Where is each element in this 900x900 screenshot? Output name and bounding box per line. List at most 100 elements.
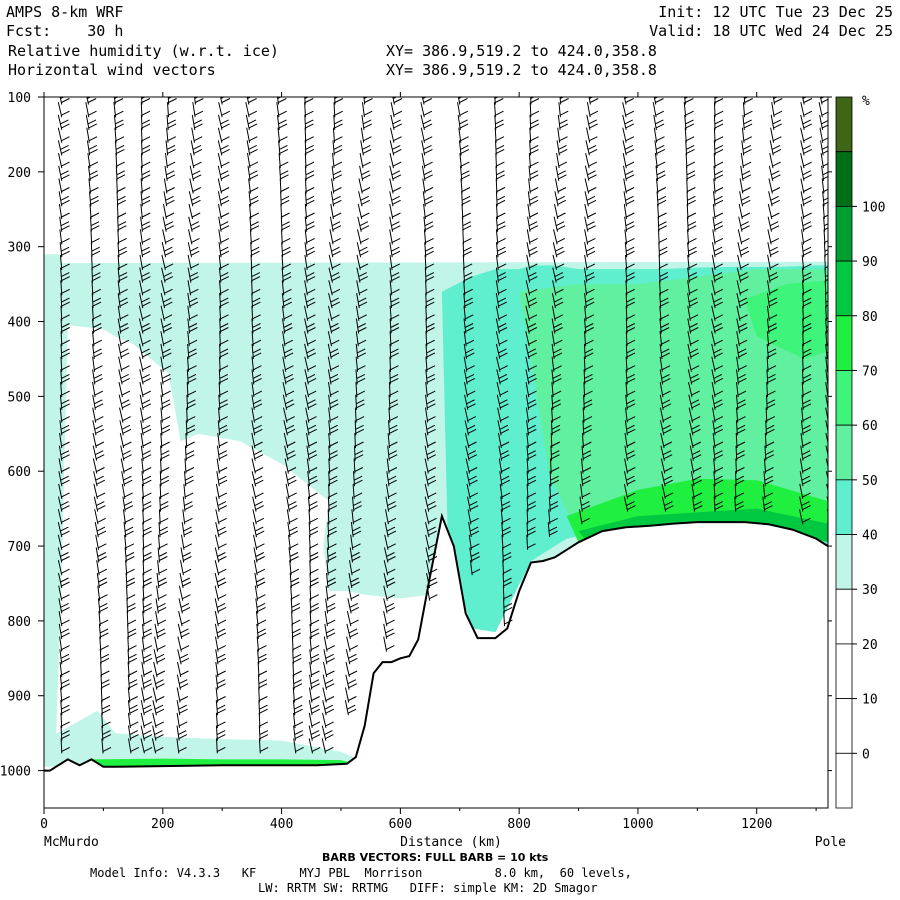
barb-shafts-19 [622,97,636,512]
barb-column-0 [57,97,70,754]
colorbar-bin-9 [835,588,853,645]
field-rh-label: Relative humidity (w.r.t. ice) [8,42,279,60]
barb-shafts-4 [151,97,177,754]
x-tick-label-1200: 1200 [741,817,772,832]
colorbar-bin-0 [835,96,853,153]
barb-column-16 [525,97,540,550]
barb-shafts-0 [57,97,70,754]
barb-shafts-11 [344,97,373,716]
barb-shafts-6 [214,97,231,754]
barb-shafts-10 [321,97,344,754]
colorbar-label-30: 30 [862,583,878,598]
colorbar-bin-5 [835,370,853,426]
barb-column-18 [579,97,599,525]
barb-shafts-16 [525,97,540,550]
barb-column-11 [344,97,373,716]
colorbar-label-100: 100 [862,200,885,215]
colorbar-label-60: 60 [862,419,878,434]
barb-column-8 [276,97,304,754]
barb-shafts-21 [683,97,703,512]
barb-column-15 [493,97,513,627]
barb-column-19 [622,97,636,512]
barb-note: BARB VECTORS: FULL BARB = 10 kts [322,851,549,864]
barb-column-13 [420,97,438,601]
colorbar-bin-8 [835,534,853,590]
colorbar-label-70: 70 [862,364,878,379]
colorbar-label-90: 90 [862,255,878,270]
colorbar-label-80: 80 [862,310,878,325]
colorbar-label-10: 10 [862,693,878,708]
barb-column-6 [214,97,231,754]
y-tick-label-300: 300 [8,241,31,256]
x-start-label: McMurdo [44,835,99,850]
barb-column-20 [652,97,674,512]
x-tick-label-1000: 1000 [622,817,653,832]
barb-column-2 [113,97,140,754]
x-tick-label-600: 600 [389,817,412,832]
barb-shafts-15 [493,97,513,627]
y-tick-label-100: 100 [8,91,31,106]
colorbar-bin-10 [835,643,853,700]
x-tick-label-400: 400 [270,817,293,832]
barb-shafts-14 [457,97,481,576]
barb-column-5 [176,97,204,754]
colorbar-unit: % [862,94,870,109]
colorbar-label-40: 40 [862,529,878,544]
barb-column-4 [151,97,177,754]
colorbar-bin-1 [835,151,853,207]
barb-shafts-17 [547,97,569,538]
barb-column-12 [383,97,403,652]
barb-column-17 [547,97,569,538]
barb-column-24 [762,97,783,512]
x-tick-label-0: 0 [40,817,48,832]
barb-column-9 [304,97,321,754]
barb-shafts-22 [711,97,724,512]
barb-shafts-8 [276,97,304,754]
barb-column-25 [799,97,813,525]
barb-shafts-3 [138,97,153,754]
y-tick-label-800: 800 [8,615,31,630]
barb-shafts-24 [762,97,783,512]
field-wind-label: Horizontal wind vectors [8,61,216,79]
barb-shafts-9 [304,97,321,754]
y-tick-label-400: 400 [8,316,31,331]
colorbar-label-0: 0 [862,747,870,762]
y-tick-label-500: 500 [8,390,31,405]
rh-region-6 [578,508,828,547]
plot-frame [43,96,829,809]
y-tick-label-600: 600 [8,465,31,480]
rh-region-1 [44,710,359,767]
colorbar-bin-12 [835,752,853,809]
barb-column-1 [85,97,112,754]
y-tick-label-700: 700 [8,540,31,555]
colorbar-bin-4 [835,315,853,371]
barb-shafts-2 [113,97,140,754]
rh-field [44,254,828,767]
rh-region-7 [91,758,353,767]
y-tick-label-900: 900 [8,690,31,705]
colorbar-bin-3 [835,260,853,317]
barb-shafts-23 [734,97,753,512]
barb-column-7 [245,97,269,754]
barb-shafts-12 [383,97,403,652]
x-end-label: Pole [815,835,846,850]
terrain-mask [44,516,828,808]
model-title: AMPS 8-km WRF [6,3,124,21]
barb-shafts-1 [85,97,112,754]
barb-shafts-7 [245,97,269,754]
x-axis-label: Distance (km) [400,835,502,850]
barb-column-23 [734,97,753,512]
y-tick-label-1000: 1000 [0,765,31,780]
barb-shafts-13 [420,97,438,601]
barb-column-10 [321,97,344,754]
colorbar-label-20: 20 [862,638,878,653]
xy-range-2: XY= 386.9,519.2 to 424.0,358.8 [386,61,657,79]
barb-column-14 [457,97,481,576]
barb-shafts-20 [652,97,674,512]
forecast-hour: Fcst: 30 h [6,22,124,40]
x-tick-label-800: 800 [507,817,530,832]
colorbar-bin-2 [835,205,853,262]
colorbar-label-50: 50 [862,474,878,489]
model-info: Model Info: V4.3.3 KF MYJ PBL Morrison 8… [90,866,632,880]
colorbar-bin-7 [835,479,853,535]
